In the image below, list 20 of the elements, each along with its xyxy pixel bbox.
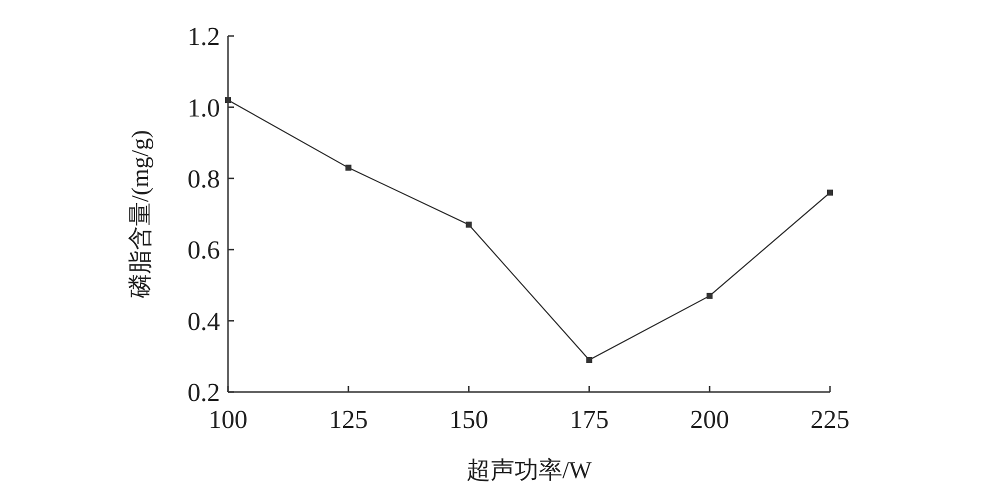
x-tick-label: 100 <box>208 405 248 434</box>
point <box>345 164 352 171</box>
y-tick-label: 1.2 <box>188 22 220 52</box>
x-tick-label: 125 <box>328 405 368 434</box>
point <box>586 356 592 363</box>
y-tick-label: 1.0 <box>188 93 220 122</box>
point <box>706 292 713 299</box>
y-tick-label: 0.4 <box>188 306 220 336</box>
point <box>827 190 833 196</box>
point <box>466 222 472 228</box>
y-tick-label: 0.6 <box>188 236 220 265</box>
y-tick-label: 0.8 <box>188 164 220 194</box>
x-axis-title: 超声功率/W <box>466 457 592 484</box>
point <box>225 97 231 104</box>
x-tick-label: 175 <box>570 405 609 434</box>
y-tick-label: 0.2 <box>188 378 220 408</box>
y-axis-title: 磷脂含量/(mg/g) <box>128 130 154 299</box>
x-tick-label: 150 <box>449 405 488 434</box>
x-tick-label: 200 <box>690 405 730 434</box>
x-tick-label: 225 <box>810 405 850 434</box>
